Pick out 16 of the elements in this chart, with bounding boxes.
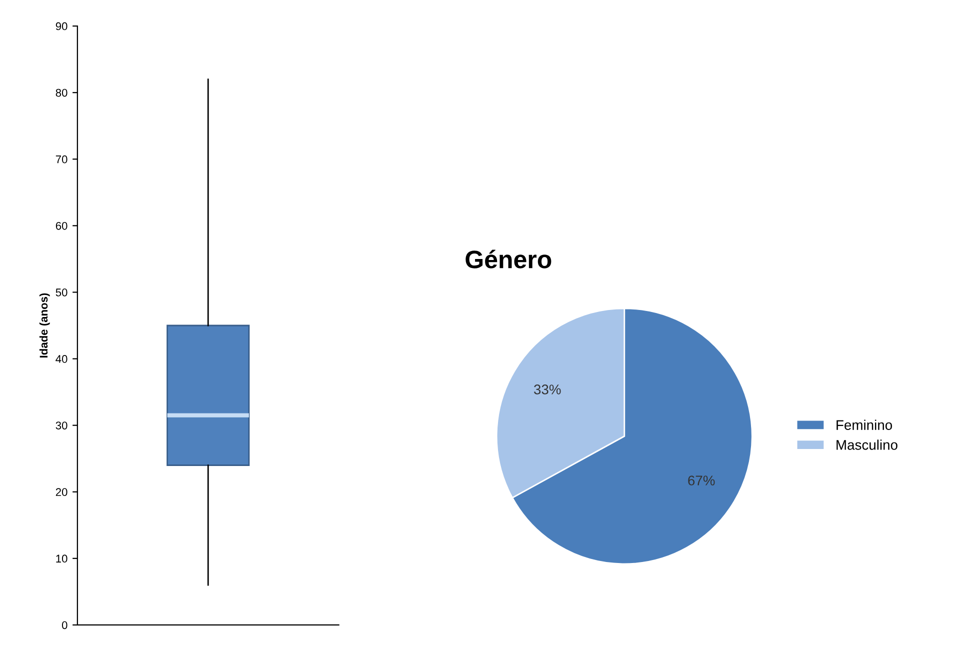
y-tick-label: 40	[56, 355, 68, 363]
legend-label: Masculino	[836, 440, 898, 450]
y-tick-label: 60	[56, 222, 68, 230]
chart-title: Género	[466, 250, 552, 268]
y-tick-label: 70	[56, 155, 68, 164]
data-label: 67%	[688, 476, 715, 486]
data-label: 33%	[534, 384, 561, 394]
y-tick-label: 10	[56, 554, 68, 563]
y-tick-label: 80	[56, 88, 68, 97]
y-axis-title: Idade (anos)	[39, 293, 50, 358]
y-tick-label: 30	[56, 422, 68, 430]
y-tick-label: 20	[56, 488, 68, 496]
y-tick-label: 0	[62, 621, 68, 630]
legend-label: Feminino	[836, 420, 892, 430]
y-tick-label: 50	[56, 288, 68, 296]
y-tick-label: 90	[56, 22, 68, 30]
